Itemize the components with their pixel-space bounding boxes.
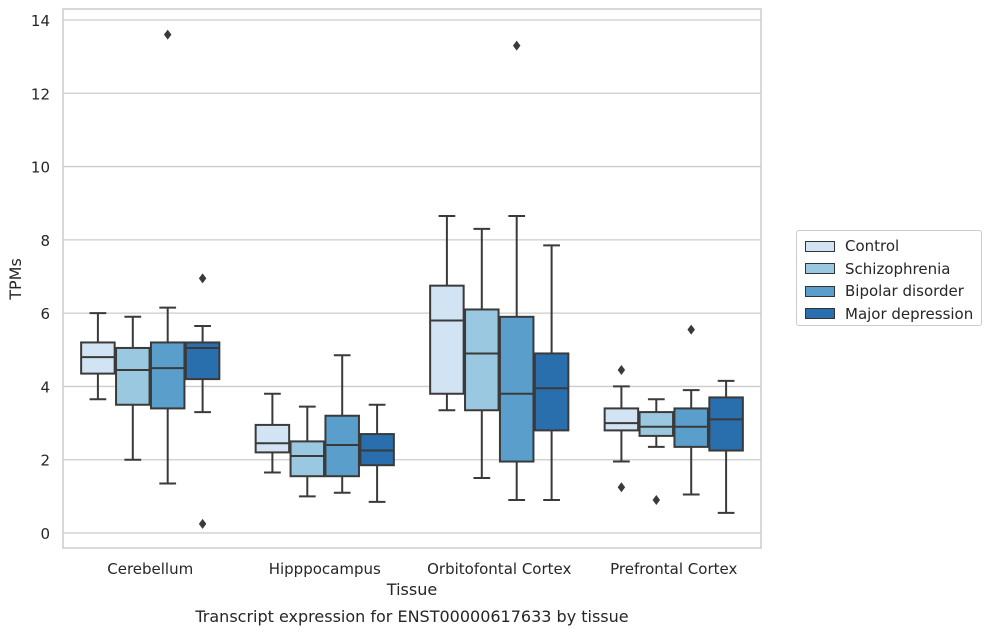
box <box>708 396 744 452</box>
legend-item: Schizophrenia <box>805 258 981 281</box>
box-group <box>464 227 500 480</box>
legend-item: Control <box>805 235 981 258</box>
chart-title: Transcript expression for ENST0000061763… <box>194 607 628 626</box>
y-tick-labels: 0 2 4 6 8 10 12 14 <box>31 12 50 543</box>
x-tick-labels: Cerebellum Hipppocampus Orbitofontal Corte… <box>107 560 737 578</box>
outlier-point <box>652 495 661 506</box>
box <box>115 346 151 406</box>
x-tick-label: Hipppocampus <box>269 560 381 578</box>
legend-label: Control <box>845 237 900 256</box>
boxes <box>80 29 744 529</box>
y-tick-label: 6 <box>40 305 50 323</box>
box-group <box>184 273 221 529</box>
outlier-point <box>198 518 207 529</box>
y-axis-label: TPMs <box>6 258 25 301</box>
legend-swatch <box>805 263 835 275</box>
outlier-point <box>198 273 207 284</box>
outlier-point <box>163 29 172 40</box>
y-tick-label: 14 <box>31 12 50 30</box>
plot-frame <box>62 8 762 549</box>
x-tick-label: Cerebellum <box>107 560 193 578</box>
box-group <box>289 405 326 498</box>
box-group <box>324 354 360 494</box>
legend-label: Bipolar disorder <box>845 282 964 301</box>
box <box>464 308 500 412</box>
box <box>429 284 465 395</box>
box-group <box>498 40 535 502</box>
box <box>498 315 535 463</box>
y-tick-label: 10 <box>31 159 50 177</box>
y-tick-label: 2 <box>40 452 50 470</box>
box-group <box>673 324 709 496</box>
outlier-point <box>617 482 626 493</box>
y-tick-label: 0 <box>40 525 50 543</box>
x-axis-label: Tissue <box>386 580 437 599</box>
box-group <box>708 379 744 514</box>
box-group <box>115 315 151 461</box>
x-tick-label: Orbitofontal Cortex <box>427 560 571 578</box>
legend: Control Schizophrenia Bipolar disorder Majo… <box>796 230 982 326</box>
x-tick-label: Prefrontal Cortex <box>610 560 737 578</box>
box <box>533 352 570 432</box>
box-group <box>149 29 186 485</box>
box-group <box>359 403 395 503</box>
outlier-point <box>617 364 626 375</box>
legend-label: Schizophrenia <box>845 259 951 278</box>
outlier-point <box>687 324 695 335</box>
legend-label: Major depression <box>845 304 974 323</box>
y-tick-label: 12 <box>31 85 50 103</box>
y-tick-label: 8 <box>40 232 50 250</box>
y-tick-label: 4 <box>40 378 50 396</box>
legend-swatch <box>805 285 835 297</box>
box-group <box>429 215 465 412</box>
box <box>603 407 640 432</box>
box <box>638 411 675 437</box>
box-group <box>254 392 291 474</box>
box-group <box>533 244 570 502</box>
box <box>289 440 326 478</box>
legend-item: Major depression <box>805 303 981 326</box>
legend-swatch <box>805 240 835 252</box>
legend-swatch <box>805 308 835 320</box>
box-group <box>638 398 675 506</box>
box-group <box>603 364 640 493</box>
box <box>149 341 186 410</box>
legend-item: Bipolar disorder <box>805 280 981 303</box>
box <box>254 423 291 454</box>
box-group <box>80 312 116 401</box>
outlier-point <box>512 40 521 51</box>
